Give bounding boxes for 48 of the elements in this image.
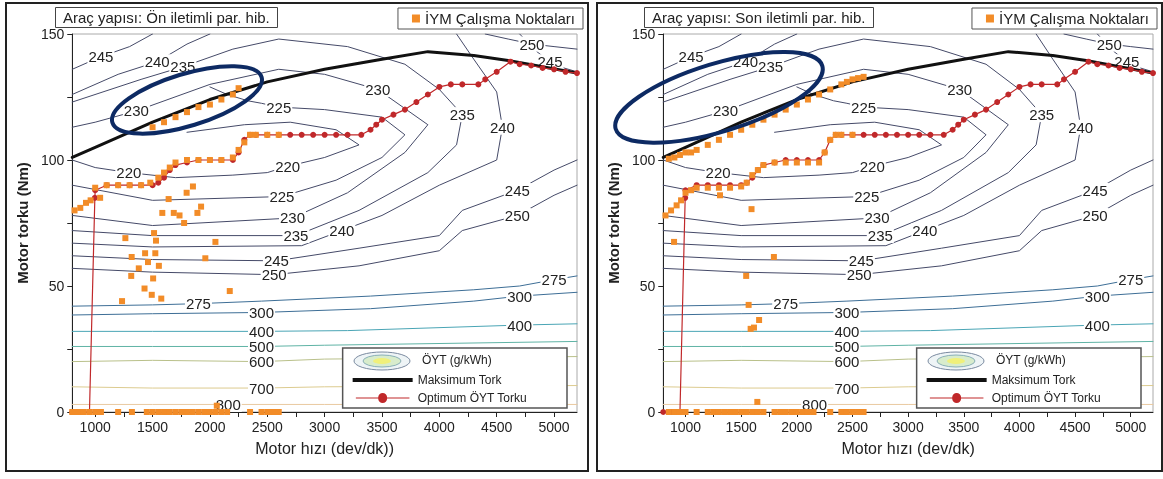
legend-label: Maksimum Tork bbox=[417, 373, 503, 387]
legend-label: Maksimum Tork bbox=[991, 373, 1077, 387]
x-tick-label: 4000 bbox=[1003, 419, 1036, 435]
x-tick-label: 2500 bbox=[251, 419, 284, 435]
x-tick-label: 2500 bbox=[836, 419, 869, 435]
x-tick-label: 3500 bbox=[948, 419, 980, 435]
annotation: ÖYT (g/kWh) bbox=[421, 353, 492, 368]
x-tick-label: 3000 bbox=[892, 419, 924, 435]
x-tick-label: 3500 bbox=[366, 419, 398, 435]
annotation: 500 bbox=[249, 337, 275, 355]
annotation: 600 bbox=[249, 353, 275, 371]
y-tick-label: 0 bbox=[647, 404, 656, 420]
legend-label: İYM Çalışma Noktaları bbox=[424, 10, 576, 27]
x-tick-label: 5000 bbox=[1115, 419, 1147, 435]
y-tick-label: 50 bbox=[639, 278, 656, 294]
y-axis-title: Motor torku (Nm) bbox=[14, 162, 31, 284]
annotation: 230 bbox=[947, 80, 973, 98]
annotation: 240 bbox=[1068, 118, 1094, 136]
legend-label: Optimum ÖYT Torku bbox=[417, 391, 527, 405]
x-tick-label: 1500 bbox=[136, 419, 169, 435]
y-tick-label: 150 bbox=[40, 26, 65, 42]
x-axis-title: Motor hızı (dev/dk)) bbox=[255, 439, 394, 457]
x-tick-label: 1000 bbox=[79, 419, 111, 435]
chart-title: Araç yapısı: Ön iletimli par. hib. bbox=[63, 9, 270, 26]
x-tick-label: 1500 bbox=[725, 419, 757, 435]
y-tick-label: 0 bbox=[56, 404, 65, 420]
x-tick-label: 2000 bbox=[781, 419, 813, 435]
legend-label: Optimum ÖYT Torku bbox=[991, 391, 1101, 405]
y-axis-title: Motor torku (Nm) bbox=[605, 162, 622, 284]
chart-title: Araç yapısı: Son iletimli par. hib. bbox=[652, 9, 866, 26]
x-tick-label: 5000 bbox=[538, 419, 570, 435]
annotation: 235 bbox=[449, 106, 475, 124]
y-tick-label: 50 bbox=[48, 278, 65, 294]
x-tick-label: 4500 bbox=[1059, 419, 1091, 435]
y-tick-label: 100 bbox=[631, 152, 656, 168]
annotation: 500 bbox=[834, 337, 860, 355]
annotation: 235 bbox=[1029, 106, 1055, 124]
x-tick-label: 3000 bbox=[309, 419, 341, 435]
x-tick-label: 2000 bbox=[194, 419, 226, 435]
x-tick-label: 4000 bbox=[423, 419, 456, 435]
legend-label: İYM Çalışma Noktaları bbox=[998, 10, 1150, 27]
x-axis-title: Motor hızı (dev/dk) bbox=[841, 439, 975, 457]
x-tick-label: 1000 bbox=[669, 419, 702, 435]
annotation: ÖYT (g/kWh) bbox=[995, 353, 1066, 368]
y-tick-label: 150 bbox=[631, 26, 656, 42]
x-tick-label: 4500 bbox=[481, 419, 513, 435]
y-tick-label: 100 bbox=[40, 152, 65, 168]
annotation: 240 bbox=[489, 118, 515, 136]
